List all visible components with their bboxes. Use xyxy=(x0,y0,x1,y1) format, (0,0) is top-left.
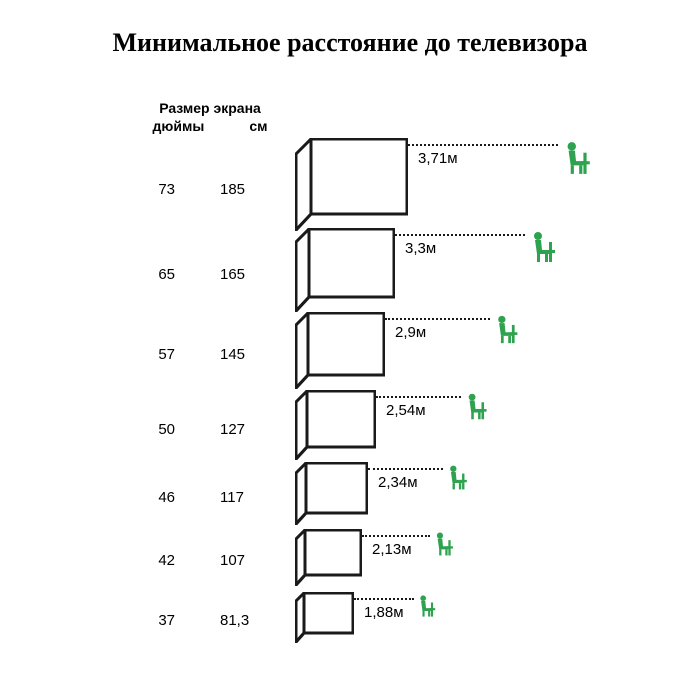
cm-value: 117 xyxy=(220,489,270,506)
inches-value: 73 xyxy=(135,181,175,198)
cm-value: 185 xyxy=(220,181,270,198)
tv-icon xyxy=(295,529,362,591)
viewer-icon xyxy=(430,531,456,562)
inches-value: 37 xyxy=(135,612,175,629)
inches-value: 65 xyxy=(135,266,175,283)
tv-icon xyxy=(295,462,368,530)
distance-line xyxy=(362,535,430,537)
distance-line xyxy=(385,318,490,320)
distance-value: 2,13м xyxy=(372,541,412,558)
viewer-icon xyxy=(490,314,521,350)
viewer-icon xyxy=(558,140,594,181)
size-header: Размер экранадюймы см xyxy=(130,100,290,135)
distance-line xyxy=(368,468,443,470)
viewer-icon xyxy=(414,594,438,623)
cm-value: 127 xyxy=(220,421,270,438)
distance-line xyxy=(376,396,461,398)
inches-value: 42 xyxy=(135,552,175,569)
col-header-inches: дюймы xyxy=(153,118,205,136)
distance-line xyxy=(354,598,414,600)
cm-value: 165 xyxy=(220,266,270,283)
cm-value: 145 xyxy=(220,346,270,363)
tv-icon xyxy=(295,138,408,236)
cm-value: 81,3 xyxy=(220,612,270,629)
viewer-icon xyxy=(525,230,559,269)
page-title: Минимальное расстояние до телевизора xyxy=(0,28,700,58)
distance-value: 2,54м xyxy=(386,402,426,419)
distance-value: 2,9м xyxy=(395,324,426,341)
col-header-cm: см xyxy=(249,118,267,136)
tv-icon xyxy=(295,592,354,648)
tv-icon xyxy=(295,390,376,465)
viewer-icon xyxy=(461,392,490,426)
distance-line xyxy=(395,234,525,236)
size-header-line1: Размер экрана xyxy=(130,100,290,118)
distance-value: 3,3м xyxy=(405,240,436,257)
distance-line xyxy=(408,144,558,146)
viewer-icon xyxy=(443,464,470,496)
tv-icon xyxy=(295,228,395,317)
inches-value: 57 xyxy=(135,346,175,363)
inches-value: 50 xyxy=(135,421,175,438)
distance-value: 1,88м xyxy=(364,604,404,621)
distance-value: 2,34м xyxy=(378,474,418,491)
tv-icon xyxy=(295,312,385,394)
cm-value: 107 xyxy=(220,552,270,569)
inches-value: 46 xyxy=(135,489,175,506)
distance-value: 3,71м xyxy=(418,150,458,167)
